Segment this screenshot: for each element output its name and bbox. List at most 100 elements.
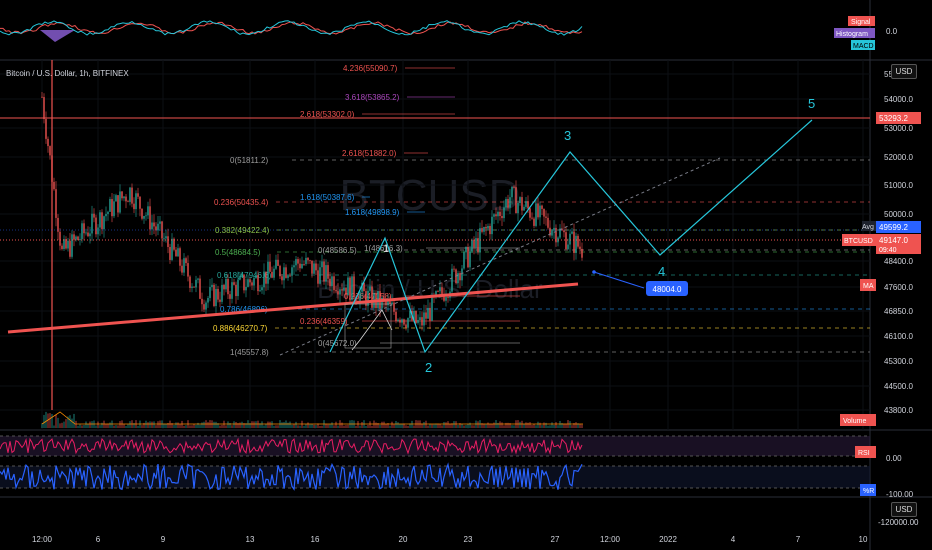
volume-bar bbox=[473, 425, 475, 428]
time-axis[interactable]: 12:00 6 9 13 16 20 23 27 12:00 2022 4 7 10 bbox=[32, 535, 868, 544]
candle-body bbox=[147, 206, 149, 216]
volume-bar bbox=[457, 425, 459, 428]
volume-bar bbox=[177, 422, 179, 428]
volume-bar bbox=[553, 424, 555, 428]
volume-bar bbox=[63, 421, 65, 428]
candle-body bbox=[549, 227, 551, 236]
candle-body bbox=[289, 275, 291, 277]
candle-body bbox=[575, 235, 577, 253]
candle-body bbox=[241, 274, 243, 276]
volume-bar bbox=[49, 413, 51, 428]
volume-bar bbox=[237, 423, 239, 428]
volume-bar bbox=[355, 425, 357, 428]
candle-body bbox=[485, 226, 487, 229]
volume-bar bbox=[231, 425, 233, 428]
volume-bar bbox=[409, 423, 411, 428]
volume-bar bbox=[195, 424, 197, 428]
volume-bar bbox=[233, 421, 235, 428]
volume-bar bbox=[51, 413, 53, 428]
candle-body bbox=[347, 277, 349, 296]
volume-bar bbox=[407, 425, 409, 428]
volume-bar bbox=[133, 423, 135, 428]
volume-bar bbox=[385, 423, 387, 428]
ma-line[interactable] bbox=[7, 282, 579, 334]
candle-body bbox=[97, 227, 99, 235]
candle-body bbox=[221, 284, 223, 302]
candle-body bbox=[117, 195, 119, 213]
candle-body bbox=[229, 294, 231, 299]
candle-body bbox=[79, 239, 81, 240]
fib-level-label: 4.236(55090.7) bbox=[343, 64, 398, 73]
volume-bar bbox=[171, 423, 173, 428]
volume-bar bbox=[427, 425, 429, 428]
candle-body bbox=[339, 289, 341, 295]
candle-body bbox=[49, 146, 51, 156]
legend-histogram-swatch bbox=[834, 28, 875, 38]
candle-body bbox=[187, 263, 189, 277]
rsi-scale-label: 0.00 bbox=[886, 454, 902, 463]
volume-bar bbox=[541, 425, 543, 428]
candle-body bbox=[389, 301, 391, 305]
volume-bar bbox=[249, 423, 251, 428]
fib-level-label: 0(48586.5) bbox=[318, 246, 357, 255]
volume-bar bbox=[307, 422, 309, 428]
volume-bar bbox=[215, 421, 217, 428]
volume-bar bbox=[197, 422, 199, 428]
candle-body bbox=[393, 302, 395, 312]
candle-body bbox=[581, 248, 583, 258]
volume-bar bbox=[483, 423, 485, 428]
target-callout[interactable] bbox=[646, 281, 688, 296]
volume-bar bbox=[227, 421, 229, 428]
candle-body bbox=[567, 244, 569, 250]
candle-body bbox=[61, 245, 63, 249]
wave-label-4: 4 bbox=[658, 264, 665, 279]
volume-bar bbox=[127, 424, 129, 428]
candle-body bbox=[267, 261, 269, 284]
fib-level-label: 0(45672.0) bbox=[318, 339, 357, 348]
volume-bar bbox=[117, 425, 119, 428]
volume-bar bbox=[221, 424, 223, 428]
volume-bar bbox=[451, 423, 453, 428]
fib-level-label: 0.886(46270.7) bbox=[213, 324, 268, 333]
candle-body bbox=[299, 263, 301, 269]
candle-body bbox=[181, 265, 183, 273]
volume-bar bbox=[561, 423, 563, 428]
candle-body bbox=[325, 265, 327, 282]
lower-currency-button[interactable]: USD bbox=[891, 502, 917, 517]
candle-body bbox=[119, 191, 121, 213]
price-scale-tick: 51000.0 bbox=[884, 181, 913, 190]
volume-bar bbox=[81, 425, 83, 428]
tag-avg bbox=[876, 221, 921, 233]
candle-body bbox=[493, 214, 495, 217]
volume-bar bbox=[537, 421, 539, 428]
candle-body bbox=[45, 119, 47, 139]
volume-bar bbox=[71, 418, 73, 428]
candle-body bbox=[395, 311, 397, 322]
candle-body bbox=[275, 259, 277, 269]
candle-body bbox=[435, 291, 437, 298]
volume-bar bbox=[361, 422, 363, 428]
candle-body bbox=[291, 267, 293, 276]
candle-body bbox=[227, 278, 229, 295]
candle-body bbox=[173, 238, 175, 250]
volume-bar bbox=[45, 411, 47, 428]
candle-body bbox=[463, 252, 465, 269]
candle-body bbox=[319, 267, 321, 284]
candle-body bbox=[563, 230, 565, 233]
candle-body bbox=[279, 265, 281, 277]
volume-bar bbox=[83, 424, 85, 428]
volume-bar bbox=[341, 422, 343, 428]
candle-body bbox=[353, 276, 355, 298]
volume-bar bbox=[265, 423, 267, 428]
candle-body bbox=[157, 223, 159, 231]
volume-bar bbox=[151, 421, 153, 428]
currency-button[interactable]: USD bbox=[891, 64, 917, 79]
candle-body bbox=[443, 293, 445, 301]
volume-bar bbox=[529, 422, 531, 428]
candle-body bbox=[457, 273, 459, 283]
candle-body bbox=[249, 279, 251, 283]
elliott-wave-path[interactable] bbox=[329, 119, 813, 354]
volume-bar bbox=[491, 423, 493, 428]
candle-body bbox=[87, 232, 89, 237]
